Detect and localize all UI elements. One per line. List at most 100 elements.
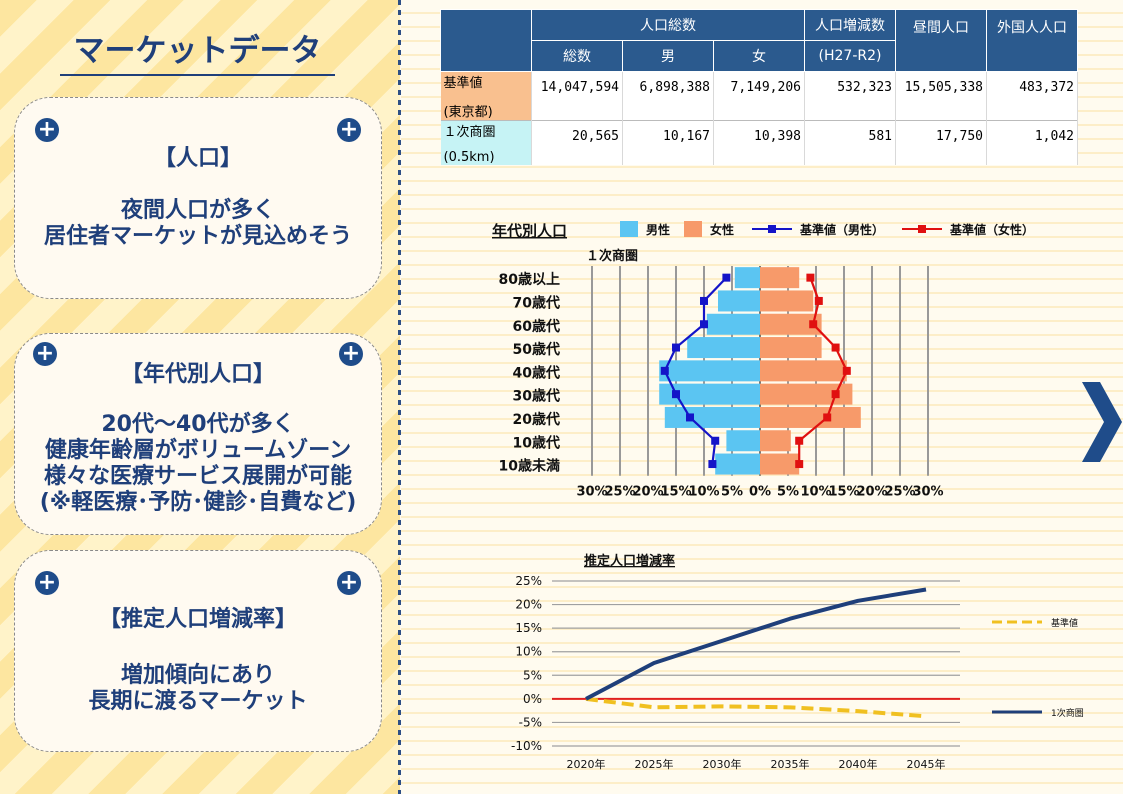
header-population-total: 人口総数 — [531, 9, 805, 41]
bar-male — [726, 430, 760, 452]
card-age-population: + + 【年代別人口】 20代～40代が多く 健康年齢層がボリュームゾーン 様々… — [14, 333, 382, 535]
row-label-sub: (東京都) — [443, 105, 493, 120]
x-tick-label: 2025年 — [635, 757, 674, 771]
page-title: マーケットデータ — [60, 25, 335, 76]
series-point — [711, 436, 720, 445]
plus-icon[interactable]: + — [35, 118, 59, 142]
population-table: 人口総数 人口増減数 昼間人口 外国人人口 総数 男 女 (H27-R2) 基準… — [440, 9, 1078, 165]
legend-label: 1次商圏 — [1051, 707, 1084, 719]
header-daytime: 昼間人口 — [895, 9, 987, 72]
card-heading: 【年代別人口】 — [120, 362, 275, 387]
bar-male — [664, 406, 760, 428]
x-tick-label: 20% — [856, 485, 887, 500]
cell-female: 10,398 — [713, 120, 805, 165]
cell-change: 532,323 — [804, 71, 896, 121]
x-tick-label: 30% — [912, 485, 943, 500]
cell-foreign: 1,042 — [986, 120, 1078, 165]
bar-male — [734, 267, 760, 289]
cell-male: 6,898,388 — [622, 71, 714, 121]
card-line: 健康年齢層がボリュームゾーン — [44, 438, 352, 463]
y-tick-label: 10% — [515, 645, 542, 659]
bar-female — [760, 313, 822, 335]
x-tick-label: 25% — [604, 485, 635, 500]
legend-swatch — [620, 221, 638, 237]
divider — [398, 0, 401, 794]
cell-female: 7,149,206 — [713, 71, 805, 121]
bar-male — [659, 360, 760, 382]
y-tick-label: 0% — [523, 692, 542, 706]
x-tick-label: 2040年 — [839, 757, 878, 771]
header-male: 男 — [622, 40, 714, 72]
legend-label: 基準値 — [1051, 617, 1078, 629]
series-point — [814, 296, 823, 305]
plus-icon[interactable]: + — [337, 118, 361, 142]
plus-icon[interactable]: + — [339, 342, 363, 366]
card-line: (※軽医療･予防･健診･自費など) — [39, 490, 357, 515]
chart-subtitle: １次商圏 — [586, 248, 638, 264]
series-line — [585, 587, 927, 701]
series-point — [831, 390, 840, 399]
card-heading: 【推定人口増減率】 — [98, 607, 297, 632]
x-tick-label: 2045年 — [907, 757, 946, 771]
card-line: 居住者マーケットが見込めそう — [43, 224, 352, 249]
legend-marker — [768, 225, 776, 233]
plus-icon[interactable]: + — [35, 571, 59, 595]
x-tick-label: 15% — [828, 485, 859, 500]
series-point — [672, 343, 680, 352]
header-female: 女 — [713, 40, 805, 72]
y-tick-label: 25% — [515, 574, 542, 588]
plus-icon[interactable]: + — [33, 342, 57, 366]
header-total: 総数 — [531, 40, 623, 72]
card-text: 夜間人口が多く 居住者マーケットが見込めそう — [15, 198, 381, 250]
bar-male — [715, 453, 760, 475]
series-point — [806, 273, 815, 282]
category-label: 10歳未満 — [499, 458, 560, 475]
category-label: 80歳以上 — [499, 271, 560, 288]
y-tick-label: 5% — [523, 668, 542, 682]
series-point — [708, 460, 717, 469]
growth-rate-chart: 推定人口増減率 25% 20% 15% 10% 5% 0% -5% -10% 2020年 2025年… — [511, 553, 1084, 771]
series-point — [700, 320, 708, 329]
bar-female — [760, 430, 791, 452]
bar-male — [706, 313, 760, 335]
category-label: 10歳代 — [513, 434, 560, 451]
bar-female — [760, 267, 800, 289]
series-line — [585, 696, 927, 719]
series-point — [809, 320, 818, 329]
x-tick-label: 10% — [800, 485, 831, 500]
category-label: 40歳代 — [513, 364, 560, 381]
series-point — [831, 343, 840, 352]
header-foreign: 外国人人口 — [986, 9, 1078, 72]
category-label: 60歳代 — [513, 318, 560, 335]
x-tick-label: 25% — [884, 485, 915, 500]
series-point — [686, 413, 694, 422]
x-tick-label: 2030年 — [703, 757, 742, 771]
series-point — [722, 273, 731, 282]
chart-title: 年代別人口 — [492, 222, 567, 240]
card-text: 増加傾向にあり 長期に渡るマーケット — [15, 663, 381, 715]
row-label-sub: (0.5km) — [443, 150, 495, 165]
cell-daytime: 17,750 — [895, 120, 987, 165]
series-point — [795, 460, 804, 469]
table-corner — [440, 9, 532, 72]
row-label: 基準値 (東京都) — [440, 71, 532, 121]
card-heading: 【人口】 — [153, 146, 242, 171]
category-label: 70歳代 — [513, 294, 560, 311]
bar-male — [687, 337, 760, 359]
x-tick-label: 10% — [688, 485, 719, 500]
bar-female — [760, 337, 822, 359]
row-label: １次商圏 (0.5km) — [440, 120, 532, 165]
chevron-right-icon[interactable] — [1080, 382, 1123, 462]
x-tick-label: 15% — [660, 485, 691, 500]
card-line: 長期に渡るマーケット — [88, 689, 308, 714]
bar-female — [760, 383, 853, 405]
row-label-main: １次商圏 — [443, 125, 496, 140]
plus-icon[interactable]: + — [337, 571, 361, 595]
series-point — [700, 296, 708, 305]
x-tick-label: 30% — [576, 485, 607, 500]
card-population: + + 【人口】 夜間人口が多く 居住者マーケットが見込めそう — [14, 97, 382, 299]
card-line: 夜間人口が多く — [120, 198, 275, 223]
cell-total: 14,047,594 — [531, 71, 623, 121]
legend-marker — [918, 225, 926, 233]
y-tick-label: -10% — [511, 739, 542, 753]
